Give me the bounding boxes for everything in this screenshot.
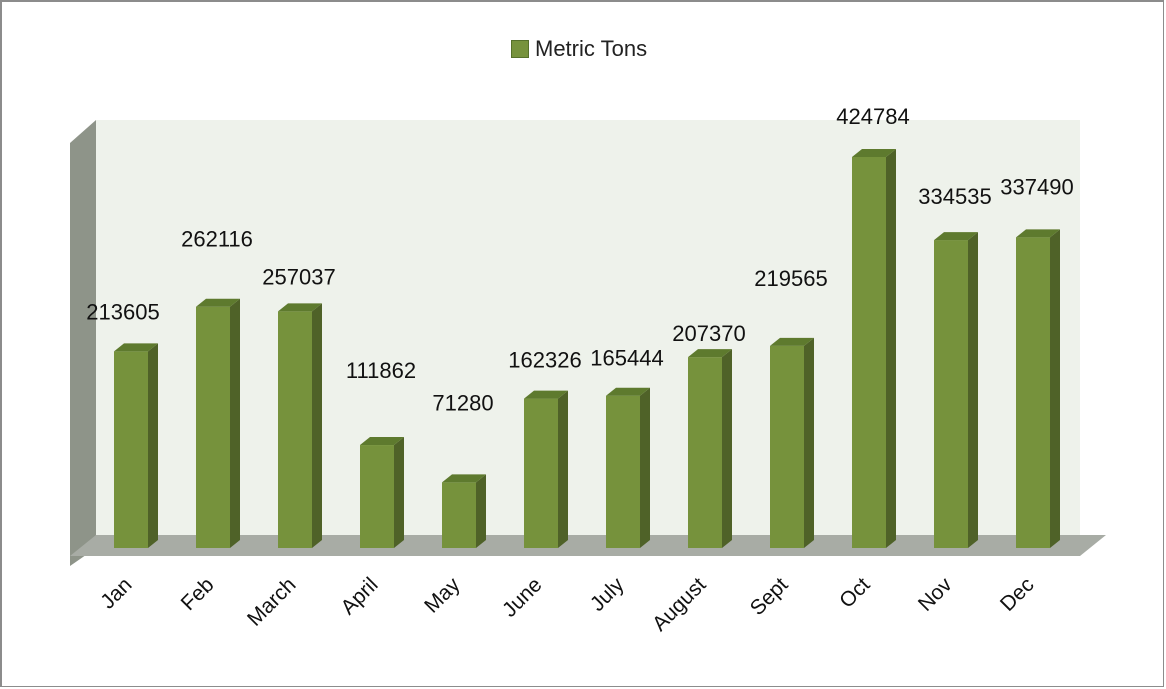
- category-label-may: May: [420, 573, 465, 618]
- bar-oct-top: [852, 149, 896, 157]
- bar-may-front: [442, 482, 476, 548]
- category-label-sept: Sept: [746, 573, 793, 620]
- chart-legend: Metric Tons: [511, 35, 647, 63]
- data-label-march: 257037: [262, 264, 335, 289]
- bar-june-front: [524, 398, 558, 548]
- bar-oct-side: [886, 149, 896, 548]
- bar-april-top: [360, 437, 404, 446]
- bar-nov-front: [934, 240, 968, 549]
- bar-dec-side: [1050, 229, 1060, 548]
- bar-march-top: [278, 303, 322, 312]
- bar-august-front: [688, 357, 722, 548]
- bar-dec-top: [1016, 229, 1060, 238]
- bar-jan-side: [148, 343, 158, 548]
- data-label-feb: 262116: [181, 227, 253, 252]
- data-label-august: 207370: [672, 321, 745, 346]
- bar-feb-top: [196, 298, 240, 307]
- category-label-feb: Feb: [177, 573, 219, 615]
- bar-may-top: [442, 474, 486, 483]
- category-label-oct: Oct: [835, 573, 874, 612]
- bar-sept-top: [770, 337, 814, 346]
- bar-feb-front: [196, 306, 230, 548]
- bar-nov-top: [934, 232, 978, 241]
- data-label-june: 162326: [508, 348, 581, 373]
- chart-side-wall: [70, 120, 96, 566]
- bar-june-top: [524, 390, 568, 399]
- data-label-april: 111862: [346, 358, 416, 383]
- bar-march-side: [312, 303, 322, 548]
- legend-swatch-metric-tons: [511, 40, 529, 58]
- bar-sept-front: [770, 345, 804, 548]
- bar-july-front: [606, 395, 640, 548]
- bar-august-side: [722, 349, 732, 548]
- data-label-nov: 334535: [918, 184, 991, 209]
- bar-april-side: [394, 437, 404, 548]
- category-label-jan: Jan: [96, 573, 136, 613]
- bar-april-front: [360, 445, 394, 548]
- bar-sept-side: [804, 337, 814, 548]
- bar-jan-front: [114, 351, 148, 548]
- bar-july-side: [640, 387, 650, 548]
- category-label-march: March: [243, 573, 301, 631]
- data-label-may: 71280: [432, 390, 493, 415]
- legend-label-metric-tons: Metric Tons: [535, 36, 648, 61]
- category-label-dec: Dec: [996, 573, 1039, 616]
- data-label-jan: 213605: [86, 299, 159, 324]
- category-label-july: July: [586, 573, 629, 616]
- data-label-sept: 219565: [754, 266, 827, 291]
- category-label-april: April: [337, 573, 383, 619]
- category-label-nov: Nov: [914, 573, 957, 616]
- data-label-oct: 424784: [836, 104, 909, 129]
- bar-august-top: [688, 349, 732, 358]
- data-label-dec: 337490: [1000, 174, 1073, 199]
- bar-may-side: [476, 474, 486, 548]
- data-label-july: 165444: [590, 346, 663, 371]
- chart-back-wall: [96, 120, 1080, 548]
- bar-dec-front: [1016, 237, 1050, 548]
- bar-jan-top: [114, 343, 158, 352]
- bar-oct-front: [852, 157, 886, 548]
- bar-july-top: [606, 387, 650, 396]
- bar-june-side: [558, 390, 568, 548]
- chart-floor: [70, 535, 1106, 556]
- bar-feb-side: [230, 298, 240, 548]
- bar-march-front: [278, 311, 312, 548]
- bar-nov-side: [968, 232, 978, 549]
- category-label-august: August: [648, 573, 711, 636]
- category-label-june: June: [498, 573, 546, 621]
